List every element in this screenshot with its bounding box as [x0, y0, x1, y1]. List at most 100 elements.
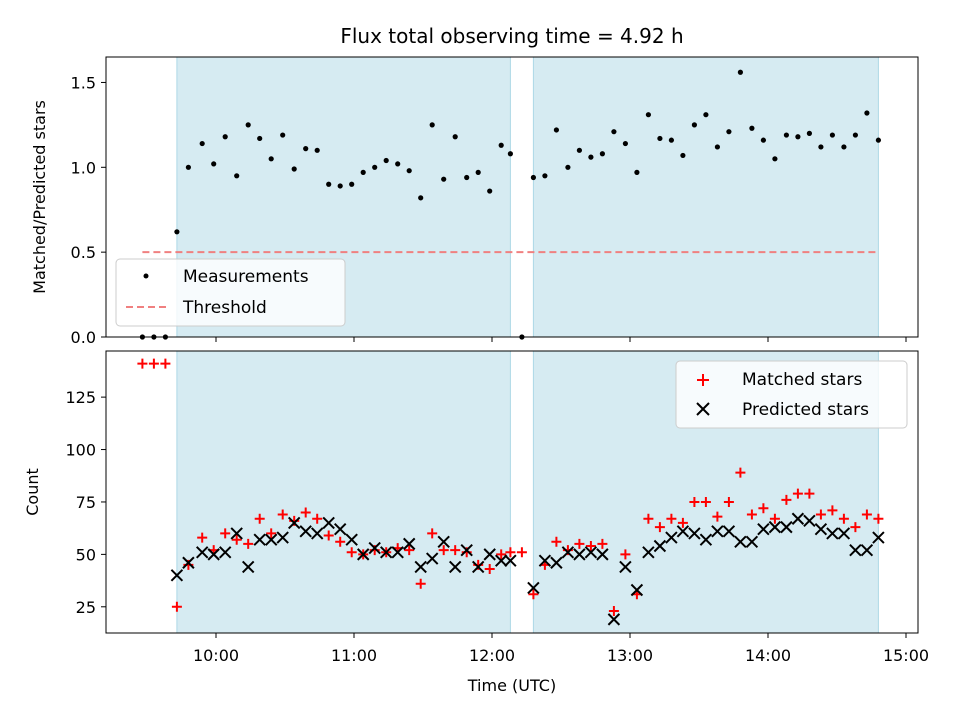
measurement-point	[372, 164, 378, 170]
bottom-x-tick-label: 10:00	[193, 646, 239, 665]
matched-star-point	[551, 536, 562, 547]
matched-star-point	[277, 509, 288, 520]
top-shade-1	[532, 56, 879, 338]
measurements-legend-label: Measurements	[183, 267, 309, 287]
measurement-point	[418, 195, 424, 201]
measurement-point	[222, 134, 228, 140]
measurement-point	[185, 164, 191, 170]
matched-star-point	[620, 549, 631, 560]
predicted-star-point	[860, 543, 874, 557]
predicted-star-point	[711, 525, 724, 538]
matched-star-point	[769, 513, 780, 524]
measurement-point	[303, 146, 309, 152]
matched-star-point	[160, 358, 171, 369]
predicted-star-point	[630, 583, 644, 597]
predicted-star-point	[872, 531, 885, 544]
matched-star-point	[758, 503, 769, 514]
measurement-point	[611, 129, 617, 135]
bottom-y-tick-label: 50	[76, 545, 96, 564]
measurement-point	[737, 69, 744, 75]
matched-star-point	[243, 538, 254, 549]
matched-star-point	[300, 507, 311, 518]
predicted-star-point	[814, 523, 828, 536]
predicted-star-point	[768, 520, 782, 534]
predicted-star-point	[688, 527, 701, 540]
matched-star-point	[438, 545, 449, 556]
measurement-point	[314, 147, 320, 153]
predicted-star-point	[195, 546, 209, 559]
bottom-y-ticks: 25 50 75 100 125	[65, 388, 106, 617]
measurement-point	[588, 154, 594, 160]
matched-star-point	[528, 589, 539, 600]
matched-star-point	[427, 528, 438, 539]
matched-star-point	[781, 494, 792, 505]
measurement-point	[668, 137, 675, 143]
measurement-point	[406, 168, 412, 174]
predicted-star-point	[264, 533, 278, 546]
measurement-point	[349, 181, 355, 187]
measurement-point	[553, 127, 560, 133]
measurement-point	[599, 151, 606, 157]
matched-star-point	[312, 513, 323, 524]
measurement-point	[691, 122, 698, 128]
predicted-star-point	[722, 525, 736, 538]
predicted-star-point	[745, 535, 759, 549]
predicted-star-point	[322, 516, 335, 530]
matched-star-point	[746, 509, 757, 520]
matched-star-point	[608, 605, 619, 616]
measurement-point	[507, 151, 513, 157]
measurement-point	[795, 134, 801, 140]
matched-star-point	[266, 528, 277, 539]
bottom-plot-frame	[105, 350, 919, 634]
matched-star-point	[254, 513, 265, 524]
matched-star-point	[792, 488, 803, 499]
measurement-point	[475, 169, 481, 175]
measurement-point	[703, 112, 709, 118]
bottom-legend-box	[675, 360, 908, 429]
bottom-shade-0	[176, 350, 511, 634]
predicted-star-point	[573, 548, 586, 561]
matched-star-point	[585, 540, 596, 551]
measurement-point	[657, 135, 663, 142]
predicted-star-point	[676, 525, 690, 538]
matched-legend-label: Matched stars	[742, 370, 862, 390]
predicted-star-point	[494, 554, 508, 567]
bottom-x-tick-label: 13:00	[607, 646, 653, 665]
predicted-star-point	[699, 533, 713, 546]
bottom-x-axis-label: Time (UTC)	[467, 676, 556, 695]
measurement-point	[622, 140, 629, 147]
predicted-star-point	[538, 554, 552, 567]
measurement-point	[829, 132, 836, 138]
top-y-tick-label: 0.5	[71, 243, 96, 262]
bottom-y-tick-label: 100	[65, 441, 96, 460]
predicted-star-point	[425, 552, 439, 565]
matched-star-point	[861, 509, 872, 520]
matched-star-point	[838, 513, 849, 524]
matched-star-point	[197, 532, 208, 543]
predicted-star-point	[379, 546, 393, 559]
measurement-point	[852, 132, 859, 138]
matched-star-point	[597, 538, 608, 549]
matched-star-point	[148, 358, 159, 369]
measurement-point	[783, 132, 790, 138]
bottom-legend: Matched stars Predicted stars	[675, 360, 908, 429]
measurement-point	[530, 174, 537, 181]
top-chart-title: Flux total observing time = 4.92 h	[340, 24, 683, 48]
bottom-panel: 25 50 75 100 125 10:00 11:00 12:00 13:00 14:00 15…	[23, 350, 929, 695]
measurement-point	[268, 156, 274, 162]
measurement-point	[634, 169, 640, 175]
predicted-star-point	[561, 546, 575, 559]
measurement-point	[864, 110, 870, 116]
bottom-x-tick-label: 15:00	[883, 646, 929, 665]
measurement-point	[429, 122, 435, 128]
predicted-star-point	[241, 560, 255, 574]
predicted-star-point	[584, 546, 598, 559]
matched-star-point	[516, 547, 527, 558]
threshold-legend-label: Threshold	[182, 298, 267, 318]
measurement-point	[337, 183, 343, 189]
predicted-star-point	[356, 548, 370, 561]
measurement-point	[749, 125, 755, 131]
predicted-star-point	[780, 520, 793, 534]
measurement-point	[383, 157, 389, 164]
